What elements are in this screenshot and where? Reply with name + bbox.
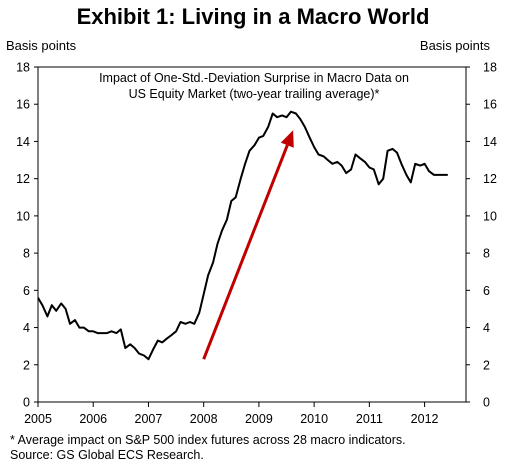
right-axis: 0 2 4 6 8 10 12 14 16 18	[466, 61, 497, 410]
exhibit-title: Exhibit 1: Living in a Macro World	[76, 4, 430, 29]
y-tick-label: 18	[16, 61, 30, 75]
chart-title-line: US Equity Market (two-year trailing aver…	[129, 87, 380, 101]
footnote: * Average impact on S&P 500 index future…	[10, 433, 406, 463]
x-tick-label: 2012	[411, 412, 439, 426]
y-tick-label: 8	[23, 247, 30, 261]
y-tick-label: 6	[23, 284, 30, 298]
y-tick-label: 2	[23, 358, 30, 372]
y-tick-label-right: 4	[483, 321, 490, 335]
y-tick-label-right: 12	[483, 172, 497, 186]
x-axis: 2005 2006 2007 2008 2009 2010 2011 2012	[24, 402, 439, 426]
y-tick-label-right: 18	[483, 61, 497, 75]
x-tick-label: 2008	[190, 412, 218, 426]
series-group	[37, 110, 448, 361]
y-tick-label: 10	[16, 209, 30, 223]
y-tick-label-right: 16	[483, 98, 497, 112]
y-tick-label-right: 2	[483, 358, 490, 372]
plot-frame	[37, 66, 467, 403]
left-axis-unit: Basis points	[6, 38, 77, 53]
footnote-line-1: * Average impact on S&P 500 index future…	[10, 433, 406, 447]
series-line	[37, 110, 448, 361]
chart-title-line: Impact of One-Std.-Deviation Surprise in…	[99, 71, 409, 85]
y-tick-label-right: 6	[483, 284, 490, 298]
left-axis: 0 2 4 6 8 10 12 14 16 18	[16, 61, 38, 410]
y-tick-label: 14	[16, 135, 30, 149]
trend-arrow-shaft	[202, 144, 289, 360]
x-tick-label: 2009	[245, 412, 273, 426]
y-tick-label: 16	[16, 98, 30, 112]
y-tick-label: 0	[23, 396, 30, 410]
plot-border	[37, 66, 467, 403]
x-tick-label: 2005	[24, 412, 52, 426]
x-tick-label: 2010	[300, 412, 328, 426]
y-tick-label: 4	[23, 321, 30, 335]
y-tick-label-right: 14	[483, 135, 497, 149]
y-tick-label-right: 8	[483, 247, 490, 261]
x-tick-label: 2011	[356, 412, 383, 426]
y-tick-label-right: 10	[483, 209, 497, 223]
right-axis-unit: Basis points	[419, 38, 490, 53]
x-tick-label: 2007	[135, 412, 163, 426]
y-tick-label-right: 0	[483, 396, 490, 410]
annotation	[202, 130, 294, 360]
footnote-source: Source: GS Global ECS Research.	[10, 448, 204, 462]
chart-title: Impact of One-Std.-Deviation Surprise in…	[99, 71, 409, 101]
x-tick-label: 2006	[79, 412, 107, 426]
trend-arrow-head	[280, 130, 294, 148]
y-tick-label: 12	[16, 172, 30, 186]
